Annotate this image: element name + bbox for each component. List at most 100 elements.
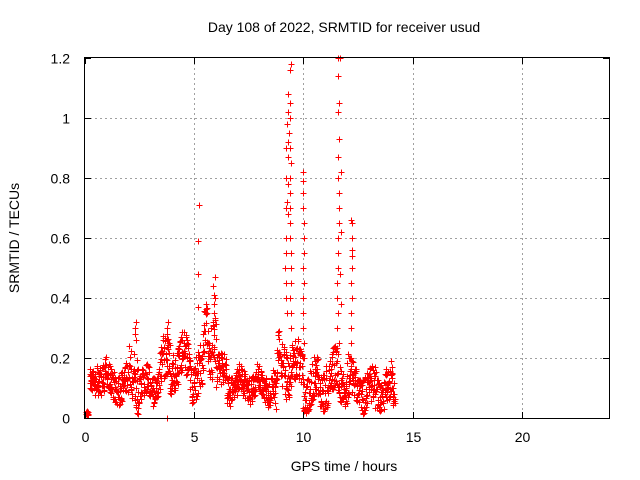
- data-point: [325, 400, 332, 407]
- data-point: [369, 363, 376, 370]
- data-point: [183, 372, 190, 379]
- data-point: [213, 336, 220, 343]
- data-point: [287, 115, 294, 122]
- data-point: [256, 363, 263, 370]
- data-point: [340, 371, 347, 378]
- data-point: [377, 408, 384, 415]
- data-point: [349, 358, 356, 365]
- data-point: [335, 235, 342, 242]
- data-point: [133, 385, 140, 392]
- data-point: [335, 351, 342, 358]
- data-point: [172, 357, 179, 364]
- data-point: [334, 345, 341, 352]
- data-point: [108, 385, 115, 392]
- data-point: [344, 360, 351, 367]
- data-point: [157, 386, 164, 393]
- data-point: [336, 136, 343, 143]
- data-point: [158, 378, 165, 385]
- data-point: [111, 369, 118, 376]
- data-point: [221, 351, 228, 358]
- data-point: [348, 280, 355, 287]
- data-point: [335, 265, 342, 272]
- data-point: [282, 265, 289, 272]
- data-point: [176, 346, 183, 353]
- data-point: [358, 391, 365, 398]
- data-point: [273, 406, 280, 413]
- data-point: [287, 100, 294, 107]
- data-point: [128, 384, 135, 391]
- data-point: [352, 374, 359, 381]
- data-point: [175, 370, 182, 377]
- data-point: [288, 280, 295, 287]
- data-point: [353, 366, 360, 373]
- data-point: [192, 387, 199, 394]
- data-point: [349, 295, 356, 302]
- data-point: [128, 348, 135, 355]
- data-point: [139, 366, 146, 373]
- data-point: [392, 396, 399, 403]
- data-point: [145, 363, 152, 370]
- data-point: [170, 361, 177, 368]
- data-point: [189, 400, 196, 407]
- data-point: [380, 398, 387, 405]
- data-point: [211, 326, 218, 333]
- data-point: [156, 382, 163, 389]
- data-point: [349, 265, 356, 272]
- data-point: [298, 348, 305, 355]
- data-point: [349, 235, 356, 242]
- data-point: [228, 397, 235, 404]
- axis-ticks: [85, 58, 609, 419]
- data-point: [285, 154, 292, 161]
- data-point: [163, 351, 170, 358]
- data-point: [133, 319, 140, 326]
- data-point: [302, 389, 309, 396]
- data-point: [199, 381, 206, 388]
- x-tick-label: 5: [191, 429, 199, 445]
- data-point: [334, 280, 341, 287]
- data-point: [164, 331, 171, 338]
- data-point: [223, 366, 230, 373]
- data-point: [282, 367, 289, 374]
- data-point: [142, 370, 149, 377]
- data-point: [337, 271, 344, 278]
- data-point: [165, 336, 172, 343]
- data-point: [132, 371, 139, 378]
- data-point: [372, 391, 379, 398]
- data-point: [300, 178, 307, 185]
- data-point: [276, 328, 283, 335]
- y-axis-label: SRMTID / TECUs: [6, 183, 22, 293]
- data-point: [348, 340, 355, 347]
- data-point: [117, 388, 124, 395]
- data-point: [373, 369, 380, 376]
- data-point: [287, 295, 294, 302]
- data-point: [334, 325, 341, 332]
- data-point: [300, 310, 307, 317]
- x-tick-label: 20: [515, 429, 531, 445]
- data-point: [174, 364, 181, 371]
- data-point: [356, 387, 363, 394]
- data-point: [336, 340, 343, 347]
- data-point: [209, 369, 216, 376]
- data-point: [146, 392, 153, 399]
- data-point: [212, 315, 219, 322]
- data-point: [314, 366, 321, 373]
- data-point: [308, 401, 315, 408]
- data-point: [210, 283, 217, 290]
- data-point: [211, 344, 218, 351]
- data-point: [335, 73, 342, 80]
- data-point: [159, 361, 166, 368]
- data-point: [134, 357, 141, 364]
- data-point: [127, 363, 134, 370]
- data-point: [101, 387, 108, 394]
- data-point: [223, 373, 230, 380]
- data-point: [249, 398, 256, 405]
- data-point: [338, 169, 345, 176]
- data-point: [303, 384, 310, 391]
- data-point: [144, 375, 151, 382]
- data-point: [328, 380, 335, 387]
- data-point: [336, 190, 343, 197]
- data-point: [378, 407, 385, 414]
- data-point: [335, 310, 342, 317]
- data-point: [146, 369, 153, 376]
